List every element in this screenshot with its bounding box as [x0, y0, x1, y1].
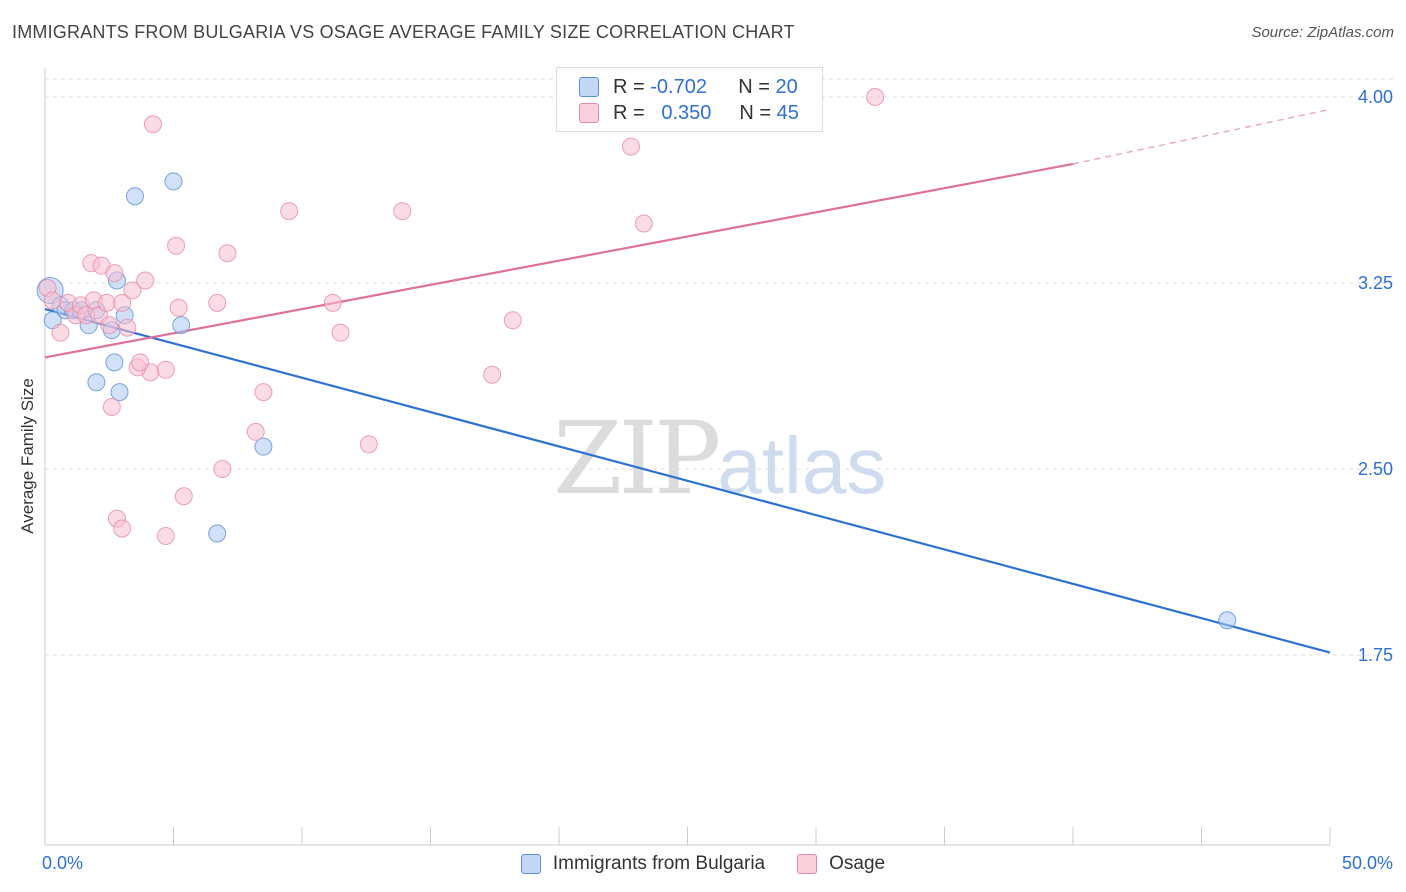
blue-data-point: [105, 353, 124, 372]
y-tick-label: 4.00: [1358, 87, 1393, 107]
blue-data-point: [1218, 611, 1237, 630]
pink-data-point: [123, 281, 142, 300]
blue-data-point: [110, 383, 129, 402]
watermark: ZIPatlas: [553, 400, 886, 517]
pink-trend-extension: [1072, 108, 1331, 165]
pink-data-point: [254, 383, 273, 402]
axis-layer: [44, 68, 1331, 846]
series-swatch-blue: [520, 854, 541, 874]
pink-data-point: [218, 244, 237, 263]
series-legend-label: Immigrants from Bulgaria: [552, 853, 766, 874]
legend-swatch-pink: [579, 103, 599, 123]
x-tick-label: 0.0%: [42, 853, 83, 873]
pink-data-point: [113, 519, 132, 538]
blue-data-point: [125, 187, 144, 206]
blue-data-point: [208, 524, 227, 543]
pink-data-point: [621, 137, 640, 156]
x-tick-label: 50.0%: [1342, 853, 1393, 873]
legend-r-label: R =: [613, 101, 645, 124]
pink-data-point: [208, 293, 227, 312]
grid-layer: [45, 78, 1395, 656]
y-tick-label: 1.75: [1358, 645, 1393, 665]
y-axis-title: Average Family Size: [18, 378, 37, 534]
series-legend-bulgaria[interactable]: Immigrants from Bulgaria: [520, 853, 766, 875]
trend-layer: [44, 108, 1331, 654]
pink-data-point: [359, 435, 378, 454]
pink-data-point: [43, 291, 62, 310]
pink-data-point: [102, 398, 121, 416]
pink-data-point: [174, 487, 193, 506]
label-layer: 1.75 2.50 3.25 4.00 0.0% 50.0%: [42, 87, 1393, 873]
blue-data-point: [164, 172, 183, 191]
blue-data-point: [172, 316, 191, 335]
watermark-zip: ZIP: [553, 400, 721, 517]
series-legend: Immigrants from Bulgaria Osage: [0, 851, 1406, 877]
pink-data-point: [118, 318, 137, 337]
pink-data-point: [503, 311, 522, 330]
series-legend-osage[interactable]: Osage: [797, 853, 885, 875]
pink-data-point: [143, 115, 162, 134]
pink-data-point: [131, 353, 150, 372]
pink-data-point: [213, 460, 232, 478]
pink-data-point: [866, 88, 885, 106]
legend-r-label: R =: [613, 75, 645, 98]
source-label: Source: ZipAtlas.com: [1251, 24, 1394, 41]
legend-row-osage: R = 0.350 N = 45: [579, 101, 799, 125]
pink-data-point: [331, 323, 350, 342]
pink-data-point: [280, 202, 299, 221]
y-tick-label: 2.50: [1358, 459, 1393, 479]
pink-data-point: [483, 365, 502, 384]
chart-title: IMMIGRANTS FROM BULGARIA VS OSAGE AVERAG…: [12, 22, 795, 42]
legend-n-label: N =: [738, 75, 770, 98]
legend-swatch-blue: [579, 77, 599, 97]
pink-data-point: [323, 293, 342, 312]
legend-r-value: 0.350: [661, 101, 712, 124]
pink-data-point: [97, 293, 116, 312]
pink-data-point: [156, 360, 175, 379]
pink-data-point: [246, 422, 265, 441]
series-swatch-pink: [797, 854, 818, 874]
correlation-legend: R = -0.702 N = 20 R = 0.350 N = 45: [556, 67, 823, 132]
pink-data-point: [113, 293, 132, 312]
legend-n-label: N =: [739, 101, 772, 124]
y-tick-label: 3.25: [1358, 273, 1393, 293]
pink-data-point: [393, 202, 412, 221]
pink-data-point: [634, 214, 653, 233]
pink-data-point: [100, 316, 119, 335]
pink-data-point: [51, 323, 70, 342]
legend-n-value: 20: [775, 75, 798, 98]
legend-n-value: 45: [776, 101, 799, 124]
pink-data-point: [156, 526, 175, 545]
legend-row-bulgaria: R = -0.702 N = 20: [579, 75, 798, 99]
series-legend-label: Osage: [829, 853, 886, 874]
pink-data-point: [167, 236, 186, 255]
pink-trend-line: [44, 162, 1074, 359]
pink-data-point: [169, 298, 188, 317]
blue-trend-line: [44, 307, 1331, 654]
blue-data-point: [87, 373, 106, 392]
points-layer: [36, 88, 1237, 630]
legend-r-value: -0.702: [650, 75, 707, 98]
pink-data-point: [105, 264, 124, 283]
pink-data-point: [136, 271, 155, 290]
blue-data-point: [254, 437, 273, 456]
